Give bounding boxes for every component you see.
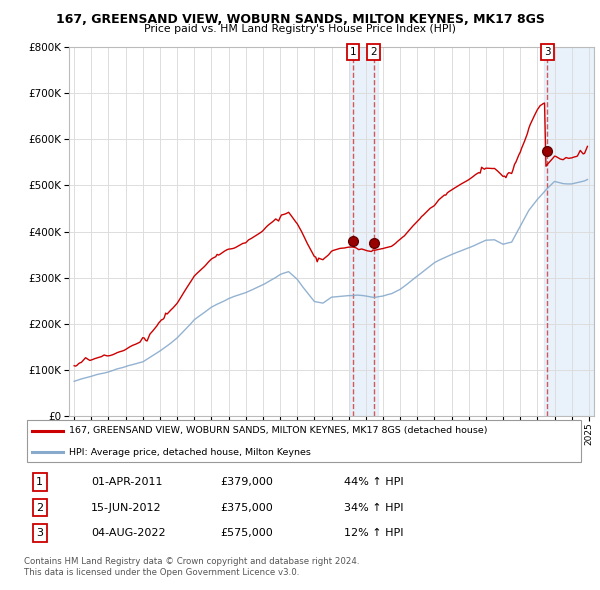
Text: Contains HM Land Registry data © Crown copyright and database right 2024.: Contains HM Land Registry data © Crown c… [24,557,359,566]
Text: Price paid vs. HM Land Registry's House Price Index (HPI): Price paid vs. HM Land Registry's House … [144,25,456,34]
Text: 12% ↑ HPI: 12% ↑ HPI [344,528,403,538]
Text: 34% ↑ HPI: 34% ↑ HPI [344,503,403,513]
Text: 3: 3 [544,47,551,57]
Text: 3: 3 [36,528,43,538]
Text: 2: 2 [36,503,43,513]
Text: 1: 1 [36,477,43,487]
Text: 167, GREENSAND VIEW, WOBURN SANDS, MILTON KEYNES, MK17 8GS: 167, GREENSAND VIEW, WOBURN SANDS, MILTO… [56,13,544,26]
Text: HPI: Average price, detached house, Milton Keynes: HPI: Average price, detached house, Milt… [69,448,311,457]
Text: 167, GREENSAND VIEW, WOBURN SANDS, MILTON KEYNES, MK17 8GS (detached house): 167, GREENSAND VIEW, WOBURN SANDS, MILTO… [69,427,487,435]
FancyBboxPatch shape [27,420,581,463]
Text: £375,000: £375,000 [220,503,273,513]
Text: This data is licensed under the Open Government Licence v3.0.: This data is licensed under the Open Gov… [24,568,299,577]
Text: 44% ↑ HPI: 44% ↑ HPI [344,477,403,487]
Text: £379,000: £379,000 [220,477,273,487]
Text: 04-AUG-2022: 04-AUG-2022 [91,528,166,538]
Text: 2: 2 [370,47,377,57]
Text: £575,000: £575,000 [220,528,273,538]
Text: 1: 1 [350,47,356,57]
Text: 15-JUN-2012: 15-JUN-2012 [91,503,162,513]
Text: 01-APR-2011: 01-APR-2011 [91,477,163,487]
Bar [544,47,594,416]
Bar [350,47,378,416]
